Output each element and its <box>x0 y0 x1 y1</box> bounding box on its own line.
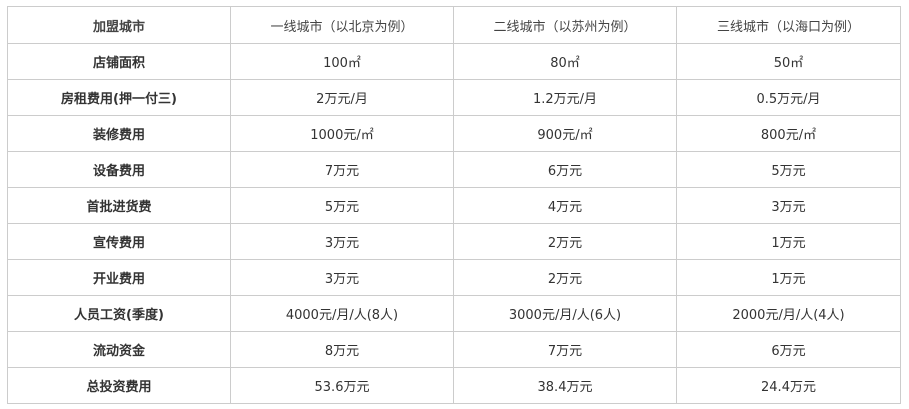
table-row: 宣传费用 3万元 2万元 1万元 <box>7 223 901 260</box>
table-row: 房租费用(押一付三) 2万元/月 1.2万元/月 0.5万元/月 <box>7 79 901 116</box>
table-cell: 3万元 <box>230 223 454 260</box>
table-header-row: 加盟城市 一线城市（以北京为例） 二线城市（以苏州为例） 三线城市（以海口为例） <box>7 6 901 44</box>
table-cell: 8万元 <box>230 331 454 368</box>
table-cell: 7万元 <box>230 151 454 188</box>
table-cell: 1万元 <box>676 223 901 260</box>
table-row: 人员工资(季度) 4000元/月/人(8人) 3000元/月/人(6人) 200… <box>7 295 901 332</box>
row-label: 宣传费用 <box>7 223 231 260</box>
table-cell: 1.2万元/月 <box>453 79 677 116</box>
table-row-total: 总投资费用 53.6万元 38.4万元 24.4万元 <box>7 367 901 404</box>
row-label: 装修费用 <box>7 115 231 152</box>
table-cell: 3000元/月/人(6人) <box>453 295 677 332</box>
table-cell: 6万元 <box>676 331 901 368</box>
column-header-tier2: 二线城市（以苏州为例） <box>453 6 677 44</box>
table-row: 流动资金 8万元 7万元 6万元 <box>7 331 901 368</box>
table-cell: 50㎡ <box>676 43 901 80</box>
table-cell: 5万元 <box>230 187 454 224</box>
table-cell: 900元/㎡ <box>453 115 677 152</box>
table-cell: 1000元/㎡ <box>230 115 454 152</box>
table-cell: 2万元 <box>453 259 677 296</box>
table-row: 首批进货费 5万元 4万元 3万元 <box>7 187 901 224</box>
table-row: 装修费用 1000元/㎡ 900元/㎡ 800元/㎡ <box>7 115 901 152</box>
table-cell: 2万元 <box>453 223 677 260</box>
row-label: 首批进货费 <box>7 187 231 224</box>
row-label: 开业费用 <box>7 259 231 296</box>
table-cell: 0.5万元/月 <box>676 79 901 116</box>
row-label: 流动资金 <box>7 331 231 368</box>
table-cell: 1万元 <box>676 259 901 296</box>
table-cell: 4万元 <box>453 187 677 224</box>
row-label: 房租费用(押一付三) <box>7 79 231 116</box>
table-cell: 6万元 <box>453 151 677 188</box>
table-cell: 2000元/月/人(4人) <box>676 295 901 332</box>
row-label: 设备费用 <box>7 151 231 188</box>
table-cell: 3万元 <box>230 259 454 296</box>
table-cell: 4000元/月/人(8人) <box>230 295 454 332</box>
table-cell: 53.6万元 <box>230 367 454 404</box>
table-cell: 24.4万元 <box>676 367 901 404</box>
column-header-tier3: 三线城市（以海口为例） <box>676 6 901 44</box>
column-header-tier1: 一线城市（以北京为例） <box>230 6 454 44</box>
table-row: 开业费用 3万元 2万元 1万元 <box>7 259 901 296</box>
table-row: 设备费用 7万元 6万元 5万元 <box>7 151 901 188</box>
table-cell: 7万元 <box>453 331 677 368</box>
row-label: 总投资费用 <box>7 367 231 404</box>
table-cell: 80㎡ <box>453 43 677 80</box>
franchise-cost-table: 加盟城市 一线城市（以北京为例） 二线城市（以苏州为例） 三线城市（以海口为例）… <box>7 6 901 404</box>
table-cell: 38.4万元 <box>453 367 677 404</box>
column-header-city: 加盟城市 <box>7 6 231 44</box>
table-cell: 5万元 <box>676 151 901 188</box>
table-cell: 100㎡ <box>230 43 454 80</box>
table-cell: 2万元/月 <box>230 79 454 116</box>
row-label: 店铺面积 <box>7 43 231 80</box>
row-label: 人员工资(季度) <box>7 295 231 332</box>
table-row: 店铺面积 100㎡ 80㎡ 50㎡ <box>7 43 901 80</box>
table-cell: 800元/㎡ <box>676 115 901 152</box>
franchise-cost-table-container: 加盟城市 一线城市（以北京为例） 二线城市（以苏州为例） 三线城市（以海口为例）… <box>7 6 901 404</box>
table-cell: 3万元 <box>676 187 901 224</box>
